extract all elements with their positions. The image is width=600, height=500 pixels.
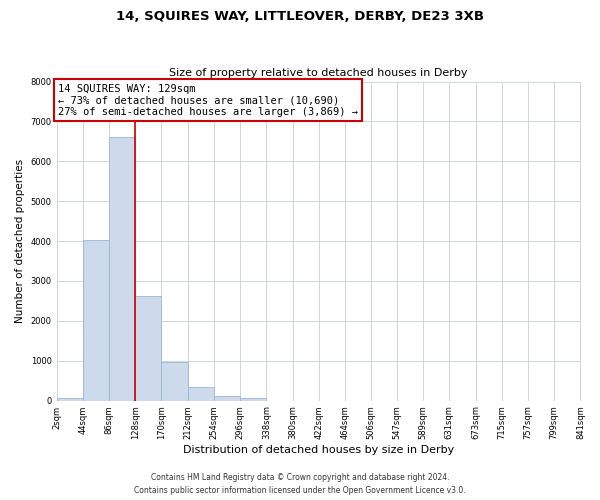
- Bar: [109, 138, 135, 400]
- Bar: [161, 362, 188, 401]
- Bar: [214, 396, 240, 400]
- Bar: [188, 388, 214, 400]
- Y-axis label: Number of detached properties: Number of detached properties: [15, 159, 25, 323]
- X-axis label: Distribution of detached houses by size in Derby: Distribution of detached houses by size …: [183, 445, 454, 455]
- Bar: [83, 240, 109, 400]
- Text: 14, SQUIRES WAY, LITTLEOVER, DERBY, DE23 3XB: 14, SQUIRES WAY, LITTLEOVER, DERBY, DE23…: [116, 10, 484, 23]
- Text: 14 SQUIRES WAY: 129sqm
← 73% of detached houses are smaller (10,690)
27% of semi: 14 SQUIRES WAY: 129sqm ← 73% of detached…: [58, 84, 358, 116]
- Text: Contains HM Land Registry data © Crown copyright and database right 2024.
Contai: Contains HM Land Registry data © Crown c…: [134, 474, 466, 495]
- Title: Size of property relative to detached houses in Derby: Size of property relative to detached ho…: [169, 68, 468, 78]
- Bar: [240, 398, 266, 400]
- Bar: [56, 398, 83, 400]
- Bar: [135, 296, 161, 401]
